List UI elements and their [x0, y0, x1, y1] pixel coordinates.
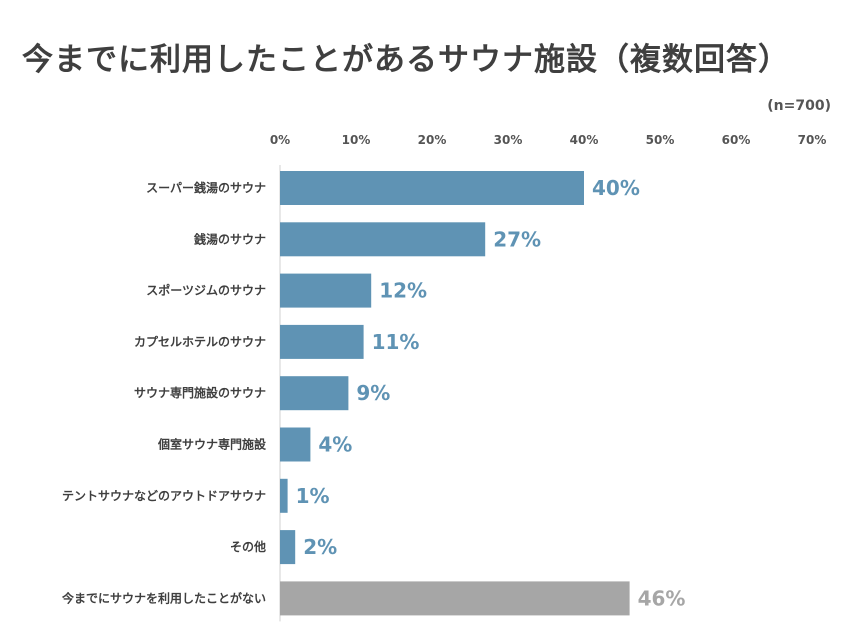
category-label: カプセルホテルのサウナ: [134, 334, 266, 349]
bar: [280, 171, 584, 205]
sample-size-note: (n=700): [767, 98, 831, 114]
value-label: 11%: [372, 330, 420, 354]
chart-title: 今までに利用したことがあるサウナ施設（複数回答）: [22, 42, 790, 78]
category-label: 銭湯のサウナ: [193, 231, 266, 246]
x-tick-label: 30%: [494, 133, 523, 147]
x-tick-label: 50%: [646, 133, 675, 147]
bar: [280, 273, 372, 308]
value-label: 46%: [638, 586, 686, 610]
x-tick-label: 10%: [342, 133, 371, 147]
value-label: 27%: [493, 227, 541, 251]
value-label: 1%: [296, 484, 330, 508]
x-tick-label: 40%: [570, 133, 599, 147]
value-label: 40%: [592, 176, 640, 200]
category-label: 今までにサウナを利用したことがない: [61, 590, 266, 605]
bar: [280, 478, 288, 513]
bar: [280, 427, 311, 462]
x-tick-label: 60%: [722, 133, 751, 147]
x-tick-label: 20%: [418, 133, 447, 147]
category-label: 個室サウナ専門施設: [157, 437, 267, 452]
value-label: 9%: [356, 381, 390, 405]
bar: [280, 581, 630, 616]
category-label: スポーツジムのサウナ: [146, 283, 266, 298]
value-label: 2%: [303, 535, 337, 559]
x-tick-label: 70%: [798, 133, 827, 147]
value-label: 12%: [379, 279, 427, 303]
bar: [280, 222, 486, 257]
bar: [280, 324, 364, 359]
category-label: スーパー銭湯のサウナ: [146, 180, 266, 195]
bar: [280, 376, 349, 411]
value-label: 4%: [318, 433, 352, 457]
category-label: その他: [230, 539, 266, 554]
category-label: サウナ専門施設のサウナ: [134, 385, 266, 400]
x-tick-label: 0%: [270, 133, 290, 147]
category-label: テントサウナなどのアウトドアサウナ: [62, 489, 266, 503]
bar: [280, 530, 296, 565]
